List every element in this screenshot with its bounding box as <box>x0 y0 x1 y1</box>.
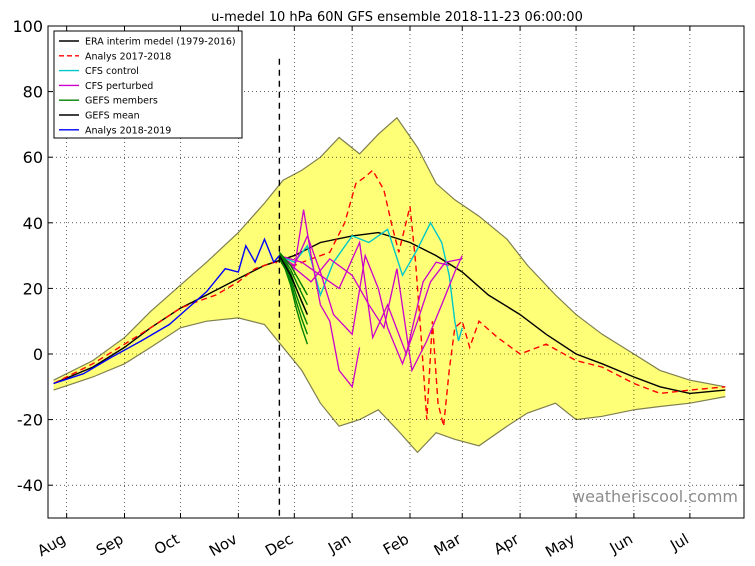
x-tick-label: Apr <box>491 529 523 558</box>
legend-label: CFS control <box>85 66 139 77</box>
spread-band-lower-edge <box>53 317 726 454</box>
legend-label: GEFS mean <box>85 111 140 122</box>
x-tick-label: Dec <box>262 530 296 560</box>
spread-band-upper-edge <box>53 116 726 388</box>
gefs-mean-line <box>278 255 309 315</box>
legend-label: Analys 2017-2018 <box>85 51 171 62</box>
x-tick-label: Sep <box>93 530 126 560</box>
watermark: weatheriscool.comm <box>572 487 739 506</box>
x-tick-label: Jan <box>324 530 354 558</box>
x-tick-label: May <box>542 530 578 561</box>
analys-2017-2018-line <box>53 169 726 427</box>
series-layer <box>53 58 726 518</box>
y-tick-label: 20 <box>23 279 43 298</box>
cfs-perturbed-line <box>279 234 463 366</box>
chart-title: u-medel 10 hPa 60N GFS ensemble 2018-11-… <box>211 10 583 25</box>
x-tick-label: Aug <box>34 530 68 560</box>
y-tick-label: 100 <box>12 17 43 36</box>
analys-2018-2019-line <box>53 237 280 385</box>
gefs-member-line <box>278 251 309 296</box>
x-tick-label: Jul <box>666 530 692 555</box>
x-tick-label: Oct <box>151 530 183 559</box>
legend-box <box>53 30 243 139</box>
y-tick-label: -40 <box>17 476 43 495</box>
x-tick-label: Nov <box>206 530 240 560</box>
y-tick-label: 80 <box>23 83 43 102</box>
y-tick-label: 40 <box>23 214 43 233</box>
gefs-member-line <box>278 257 309 335</box>
cfs-perturbed-line <box>278 209 361 389</box>
spread-band-layer <box>53 116 726 454</box>
y-tick-label: 60 <box>23 148 43 167</box>
plot-frame <box>47 25 745 519</box>
cfs-perturbed-line <box>278 255 463 373</box>
legend-label: Analys 2018-2019 <box>85 125 171 136</box>
x-tick-label: Jun <box>606 530 636 558</box>
x-tick-label: Feb <box>380 530 412 559</box>
legend-label: CFS perturbed <box>85 81 153 92</box>
spread-band <box>53 117 726 453</box>
gefs-member-line <box>278 253 309 306</box>
legend-label: ERA interim medel (1979-2016) <box>85 37 236 48</box>
gefs-member-line <box>278 258 309 345</box>
y-tick-label: 0 <box>33 345 43 364</box>
cfs-perturbed-line <box>279 240 450 357</box>
x-tick-label: Mar <box>431 529 465 559</box>
legend: ERA interim medel (1979-2016) Analys 2017… <box>53 30 243 139</box>
y-tick-label: -20 <box>17 411 43 430</box>
legend-label: GEFS members <box>85 96 158 107</box>
